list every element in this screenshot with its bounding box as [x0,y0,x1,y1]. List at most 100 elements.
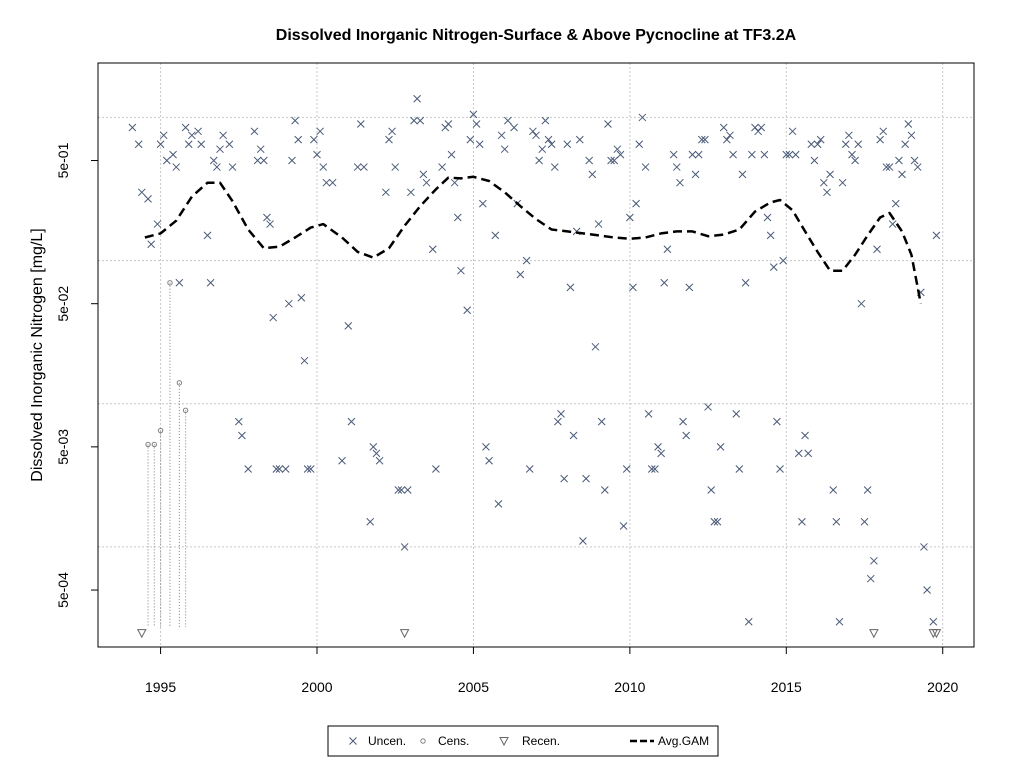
uncensored-point [385,135,393,144]
uncensored-point [463,306,472,315]
uncensored-point [685,283,694,292]
uncensored-point [826,170,834,179]
legend-label: Uncen. [368,734,406,748]
uncensored-point [729,150,737,159]
uncensored-point [719,123,728,132]
uncensored-point [870,556,878,565]
uncensored-point [500,145,509,154]
uncensored-point [172,163,181,171]
uncensored-point [804,449,813,458]
censored-lines [147,282,187,627]
uncensored-point [266,220,274,228]
uncensored-point [541,116,550,125]
uncensored-point [447,150,456,159]
y-tick-label: 5e-04 [55,572,71,608]
uncensored-point [194,127,202,136]
uncensored-point [638,113,647,122]
legend-label: Recen. [522,734,560,748]
uncensored-point [457,266,465,275]
uncensored-point [563,140,572,149]
uncensored-point [773,417,781,426]
uncensored-point [128,123,137,132]
uncensored-point [851,156,859,165]
uncensored-point [485,456,493,465]
uncensored-point [788,127,797,136]
uncensored-point [375,456,384,465]
uncensored-point [322,178,331,187]
uncensored-point [647,465,656,473]
uncensored-point [188,131,196,140]
uncensored-point [569,431,578,440]
uncensored-point [644,410,653,418]
recensored-point [931,629,942,639]
uncensored-point [535,156,543,165]
uncensored-point [888,220,897,228]
uncensored-point [438,163,446,171]
uncensored-point [626,213,634,222]
uncensored-point [306,465,315,473]
x-tick-label: 2000 [301,679,332,695]
uncensored-point [529,127,537,136]
uncensored-point [522,256,531,265]
legend-symbol-uncensored [349,737,357,745]
uncensored-point [691,170,700,179]
uncensored-point [766,231,775,240]
uncensored-point [313,150,321,159]
uncensored-point [923,586,931,594]
uncensored-point [582,474,590,483]
uncensored-point [585,156,594,165]
legend-label: Avg.GAM [658,734,709,748]
uncensored-point [682,431,691,440]
uncensored-point [810,156,819,165]
uncensored-point [432,465,440,473]
uncensored-point [769,263,778,272]
uncensored-point [848,150,856,159]
legend-symbol-censored [420,738,426,744]
uncensored-point [613,145,622,154]
uncensored-point [575,135,584,144]
uncensored-point [497,131,506,140]
uncensored-point [428,245,437,254]
uncensored-point [866,574,875,583]
uncensored-point [297,293,306,302]
uncensored-point [710,517,719,526]
legend: Uncen. Cens. Recen. Avg.GAM [327,725,719,757]
uncensored-point [807,140,816,149]
uncensored-point [694,150,703,159]
uncensored-point [748,150,756,159]
uncensored-point [641,163,650,171]
uncensored-point [181,123,190,132]
uncensored-point [782,150,791,159]
y-tick-label: 5e-01 [55,142,71,178]
uncensored-point [206,278,215,287]
uncensored-point [732,410,741,418]
uncensored-point [779,256,788,265]
uncensored-point [410,116,418,125]
uncensored-point [225,140,234,149]
uncensored-point [475,140,484,149]
chart-title: Dissolved Inorganic Nitrogen-Surface & A… [276,27,797,44]
plot-frame [97,62,975,648]
uncensored-point [823,188,831,197]
uncensored-point [366,517,375,526]
uncensored-point [482,443,490,451]
uncensored-point [547,140,556,149]
uncensored-point [503,116,512,125]
uncensored-point [310,135,318,144]
uncensored-point [860,517,869,526]
y-tick-label: 5e-03 [55,429,71,465]
uncensored-point [413,94,421,103]
uncensored-point [353,163,362,171]
uncensored-point [281,465,290,473]
uncensored-point [137,188,146,197]
uncensored-point [701,135,709,144]
uncensored-point [604,120,612,128]
uncensored-point [344,322,353,330]
uncensored-point [169,150,177,159]
uncensored-point [381,188,390,197]
uncensored-point [854,140,863,149]
uncensored-point [272,465,281,473]
uncensored-point [835,617,844,626]
uncensored-point [347,417,356,426]
